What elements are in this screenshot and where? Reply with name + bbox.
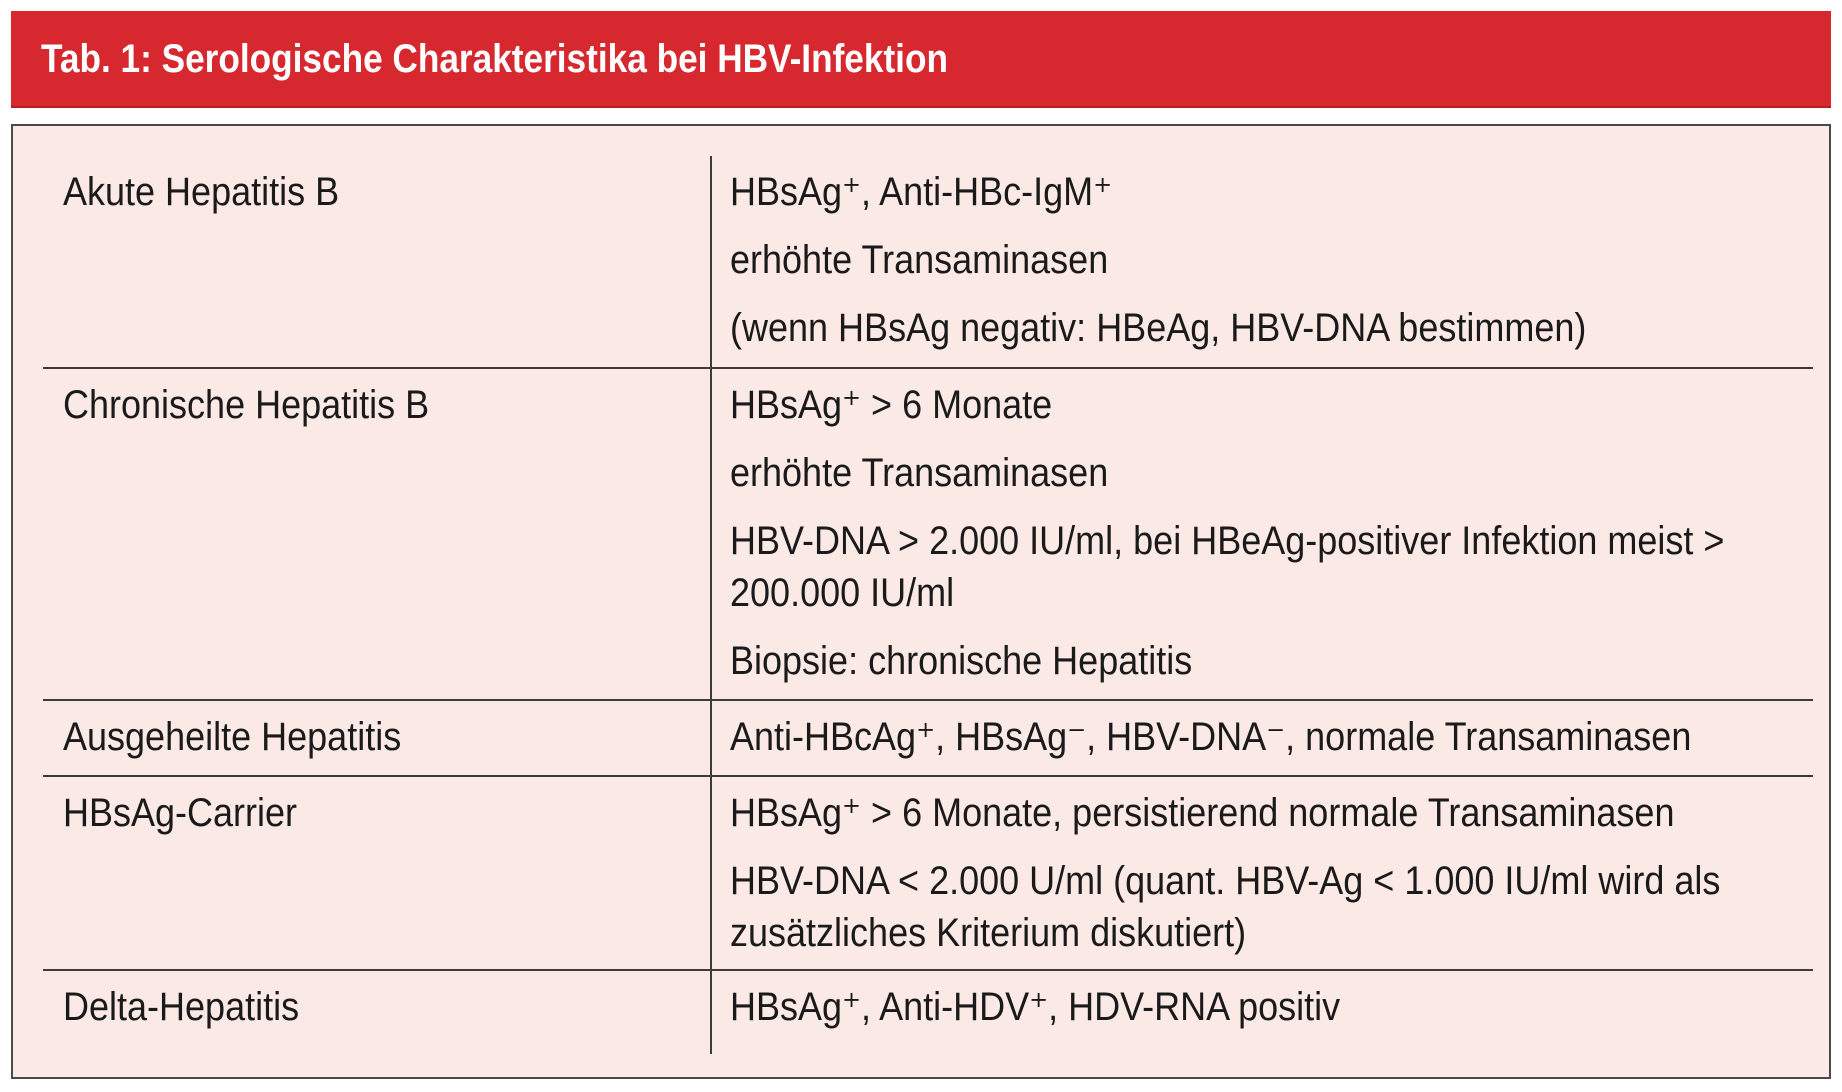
criteria-line: erhöhte Transaminasen [730,451,1109,495]
row-label: HBsAg-Carrier [63,791,298,835]
criteria-line: erhöhte Transaminasen [730,238,1109,282]
criteria-line: HBsAg⁺ > 6 Monate [730,383,1053,427]
row-criteria: Anti-HBcAg⁺, HBsAg⁻, HBV-DNA⁻, normale T… [730,711,1810,763]
row-criteria: HBsAg⁺ > 6 Monate, persistierend normale… [730,787,1810,959]
row-label: Delta-Hepatitis [63,985,300,1029]
table-title: Tab. 1: Serologische Charakteristika bei… [41,37,948,81]
row-label: Akute Hepatitis B [63,170,340,214]
criteria-line: Biopsie: chronische Hepatitis [730,639,1193,683]
table-row-hbsag-carrier: HBsAg-Carrier HBsAg⁺ > 6 Monate, persist… [43,777,1813,969]
criteria-line: HBV-DNA < 2.000 U/ml (quant. HBV-Ag < 1.… [730,859,1721,955]
table-row-chronische-hepatitis: Chronische Hepatitis B HBsAg⁺ > 6 Monate… [43,369,1813,699]
row-separator [43,699,1813,701]
criteria-line: Anti-HBcAg⁺, HBsAg⁻, HBV-DNA⁻, normale T… [730,715,1692,759]
column-divider [710,156,712,1054]
row-criteria: HBsAg⁺, Anti-HBc-IgM⁺ erhöhte Transamina… [730,166,1810,354]
criteria-line: (wenn HBsAg negativ: HBeAg, HBV-DNA best… [730,306,1587,350]
row-criteria: HBsAg⁺, Anti-HDV⁺, HDV-RNA positiv [730,981,1810,1033]
criteria-line: HBsAg⁺, Anti-HBc-IgM⁺ [730,170,1113,214]
table-row-delta-hepatitis: Delta-Hepatitis HBsAg⁺, Anti-HDV⁺, HDV-R… [43,971,1813,1054]
row-label: Ausgeheilte Hepatitis [63,715,402,759]
criteria-line: HBV-DNA > 2.000 IU/ml, bei HBeAg-positiv… [730,519,1725,615]
serology-table: Akute Hepatitis B HBsAg⁺, Anti-HBc-IgM⁺ … [11,124,1831,1079]
table-title-bar: Tab. 1: Serologische Charakteristika bei… [11,11,1831,108]
table-row-ausgeheilte-hepatitis: Ausgeheilte Hepatitis Anti-HBcAg⁺, HBsAg… [43,701,1813,775]
row-separator [43,775,1813,777]
table-row-akute-hepatitis: Akute Hepatitis B HBsAg⁺, Anti-HBc-IgM⁺ … [43,156,1813,367]
row-label: Chronische Hepatitis B [63,383,430,427]
criteria-line: HBsAg⁺, Anti-HDV⁺, HDV-RNA positiv [730,985,1341,1029]
criteria-line: HBsAg⁺ > 6 Monate, persistierend normale… [730,791,1675,835]
row-separator [43,969,1813,971]
row-criteria: HBsAg⁺ > 6 Monate erhöhte Transaminasen … [730,379,1810,687]
row-separator [43,367,1813,369]
